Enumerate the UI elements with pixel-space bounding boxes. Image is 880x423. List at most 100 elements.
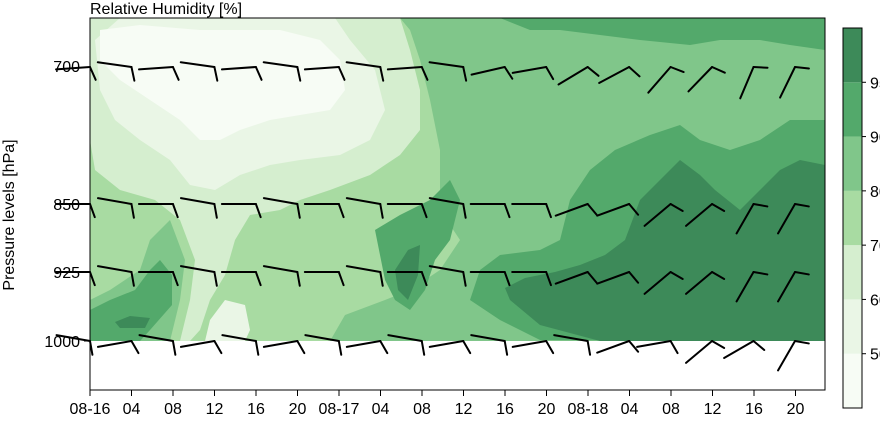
wind-barb	[735, 271, 769, 303]
wind-barb	[262, 340, 306, 355]
wind-barb	[428, 265, 467, 287]
y-tick-label: 1000	[44, 334, 80, 351]
y-axis-label: Pressure levels [hPa]	[1, 139, 18, 290]
rh-band-70-80-inner	[260, 215, 370, 255]
wind-barb	[777, 203, 810, 235]
wind-barb	[723, 340, 766, 359]
wind-barb	[428, 61, 468, 82]
colorbar-frame	[842, 27, 863, 409]
wind-barb	[96, 61, 136, 82]
wind-barb	[596, 340, 640, 354]
wind-barb	[636, 340, 679, 355]
wind-barb	[470, 66, 514, 80]
wind-barb	[345, 197, 384, 219]
wind-barb	[428, 340, 472, 355]
colorbar-tick-label: 95	[870, 75, 880, 92]
wind-barb	[386, 203, 428, 219]
wind-barb	[386, 271, 428, 287]
colorbar-bin	[843, 82, 862, 137]
wind-barb	[511, 66, 555, 81]
colorbar-bin	[843, 28, 862, 83]
x-tick-label: 04	[372, 401, 390, 418]
colorbar-bin	[843, 245, 862, 300]
wind-barb	[596, 203, 640, 217]
wind-barb	[345, 340, 389, 355]
wind-barb	[779, 66, 810, 99]
x-tick-label: 08-17	[319, 401, 360, 418]
wind-barb	[777, 340, 810, 372]
wind-barb	[739, 66, 769, 100]
wind-barb	[735, 203, 769, 235]
wind-barb	[386, 66, 429, 81]
y-tick-label: 925	[53, 265, 80, 282]
wind-barb	[304, 334, 343, 356]
wind-barb	[138, 334, 177, 356]
rh-band-above-95	[505, 160, 825, 341]
x-tick-label: 20	[538, 401, 556, 418]
colorbar: 50 60 70 80 90 95	[842, 27, 880, 409]
wind-barb	[643, 271, 684, 295]
wind-barb	[777, 271, 810, 303]
wind-barb	[179, 340, 223, 355]
x-tick-label: 16	[247, 401, 265, 418]
wind-barb	[179, 61, 219, 82]
wind-barb	[469, 203, 511, 219]
x-tick-label: 04	[123, 401, 141, 418]
wind-barb	[303, 66, 346, 81]
humidity-field	[90, 18, 825, 341]
x-tick-label: 16	[496, 401, 514, 418]
wind-barb	[428, 197, 467, 219]
x-tick-label: 12	[206, 401, 224, 418]
colorbar-bin	[843, 136, 862, 191]
chart-title: Relative Humidity [%]	[90, 1, 242, 18]
wind-barb	[303, 203, 345, 219]
wind-barb	[96, 265, 135, 287]
y-ticks: 700 850 925 1000	[44, 59, 90, 351]
wind-barb	[557, 66, 600, 86]
wind-barb	[138, 66, 180, 81]
wind-barb	[262, 61, 302, 82]
wind-barb	[220, 271, 262, 287]
wind-barb	[137, 271, 179, 287]
wind-barb	[469, 271, 511, 287]
y-tick-label: 700	[53, 59, 80, 76]
wind-barb	[643, 203, 684, 227]
x-tick-label: 08	[164, 401, 182, 418]
x-tick-label: 16	[745, 401, 763, 418]
wind-barb	[685, 203, 726, 227]
x-tick-label: 08	[413, 401, 431, 418]
wind-barb	[220, 203, 262, 219]
wind-barb	[220, 66, 263, 81]
wind-barb	[221, 334, 260, 356]
rh-band-90-95-left	[90, 260, 172, 341]
colorbar-tick-label: 90	[870, 130, 880, 147]
wind-barb	[554, 203, 598, 217]
colorbar-bin	[843, 299, 862, 354]
wind-barb	[470, 334, 509, 356]
wind-barb	[685, 271, 726, 295]
colorbar-tick-label: 60	[870, 292, 880, 309]
wind-barb	[596, 271, 640, 285]
x-ticks: 08-16 04 08 12 16 20 08-17 04 08 12 16 20 08-18 04 08 1…	[70, 390, 805, 418]
colorbar-bin	[843, 353, 862, 408]
x-tick-label: 20	[787, 401, 805, 418]
x-tick-label: 08-16	[70, 401, 111, 418]
wind-barb	[687, 66, 726, 93]
y-tick-label: 850	[53, 197, 80, 214]
x-tick-label: 20	[289, 401, 307, 418]
x-tick-label: 08	[662, 401, 680, 418]
wind-barb	[179, 197, 218, 219]
wind-barb	[598, 66, 641, 84]
wind-barb	[685, 340, 726, 364]
wind-barbs	[55, 61, 810, 372]
wind-barb	[345, 265, 384, 287]
wind-barb	[96, 197, 135, 219]
wind-barb	[511, 203, 552, 219]
rh-band-below-50	[100, 25, 345, 140]
wind-barb	[137, 203, 179, 219]
wind-barb	[179, 265, 218, 287]
wind-barb	[554, 271, 598, 285]
colorbar-tick-label: 50	[870, 347, 880, 364]
